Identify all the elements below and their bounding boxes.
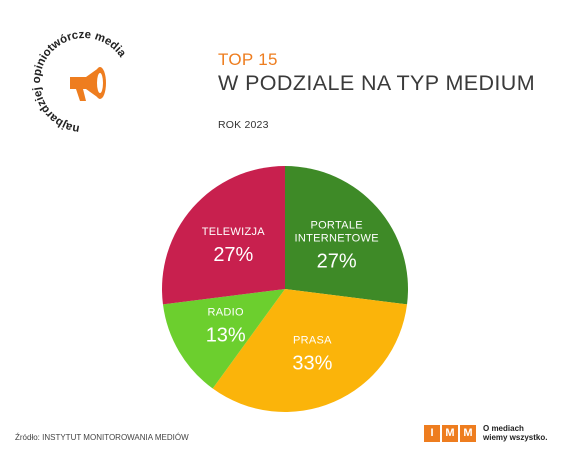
slice-label: RADIO [208,307,244,319]
logo-letter: M [460,424,476,442]
logo-tagline-2: wiemy wszystko. [483,433,548,442]
slice-label: PRASA [293,335,332,347]
pie-slice [285,166,408,305]
slice-label: TELEWIZJA [202,226,266,238]
slice-percent: 33% [292,353,332,375]
slice-percent: 13% [206,325,246,347]
badge-logo: najbardziej opiniotwórcze media [31,29,128,135]
slice-label: INTERNETOWE [294,232,378,244]
logo-tagline-1: O mediach [483,424,524,433]
pie-slice [212,289,408,412]
title-main: W PODZIALE NA TYP MEDIUM [218,71,536,95]
megaphone-icon [70,67,106,101]
title-top: TOP 15 [218,50,278,69]
pie-slice [162,289,285,389]
logo-letter: I [424,424,440,442]
pie-slice [162,166,285,305]
imm-logo: I M M O mediach wiemy wszystko. [424,424,547,442]
slice-percent: 27% [317,250,357,272]
subtitle-year: ROK 2023 [218,119,269,131]
source-note: Źródło: INSTYTUT MONITOROWANIA MEDIÓW [15,433,189,442]
slice-label: PORTALE [310,219,362,231]
slice-percent: 27% [213,244,253,266]
logo-letter: M [442,424,458,442]
